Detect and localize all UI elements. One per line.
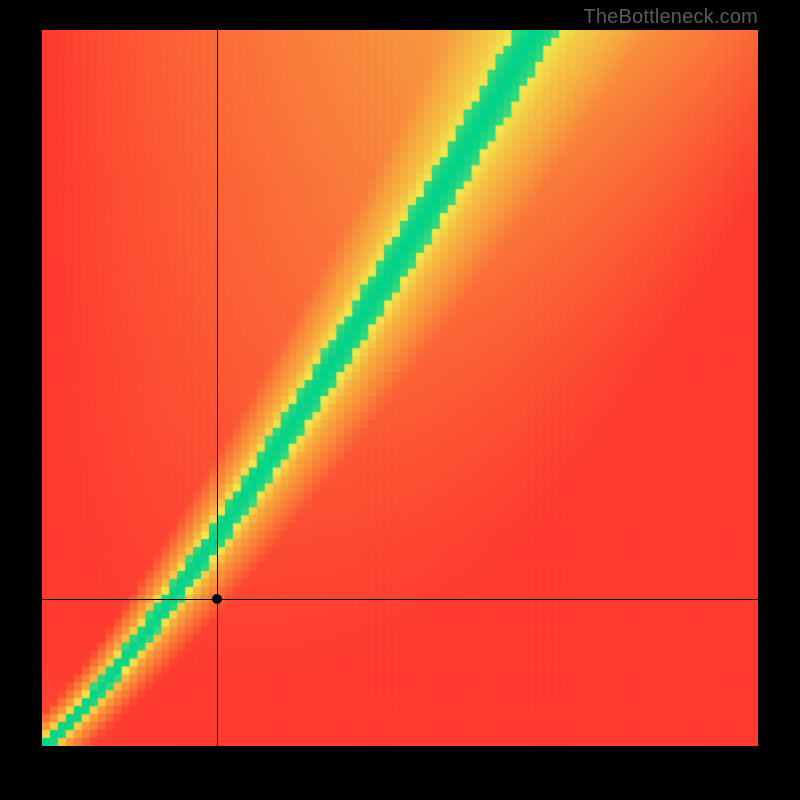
selected-point-marker bbox=[212, 594, 222, 604]
plot-area bbox=[42, 30, 758, 746]
crosshair-horizontal bbox=[42, 599, 758, 600]
crosshair-vertical bbox=[217, 30, 218, 746]
bottleneck-heatmap bbox=[42, 30, 758, 746]
watermark-text: TheBottleneck.com bbox=[583, 6, 758, 29]
